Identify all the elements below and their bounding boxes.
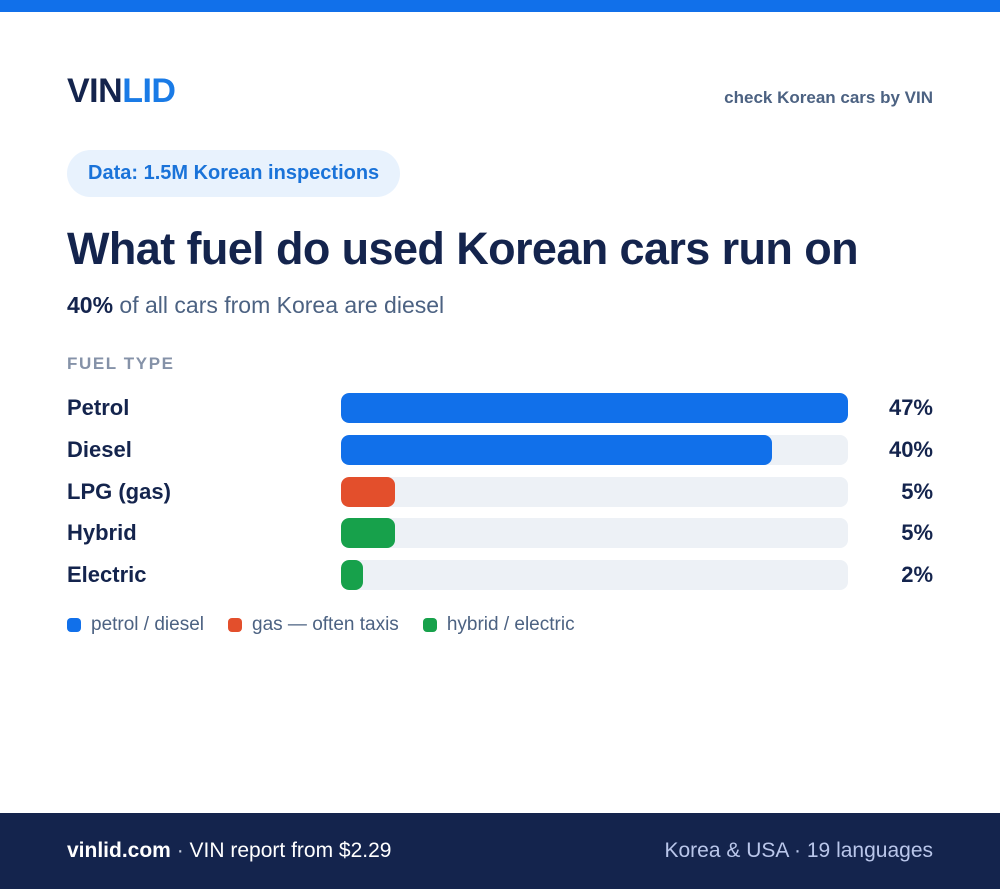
legend-item: gas — often taxis	[228, 613, 399, 637]
legend-label: gas — often taxis	[252, 614, 399, 635]
footer-bar: vinlid.com · VIN report from $2.29 Korea…	[0, 813, 1000, 889]
logo-text-vin: VIN	[67, 72, 123, 110]
category-label: LPG (gas)	[67, 478, 171, 504]
legend-label: petrol / diesel	[91, 614, 205, 635]
bar	[341, 393, 848, 423]
legend-swatch	[422, 618, 437, 632]
bar	[341, 476, 395, 507]
subtitle-highlight: 40%	[67, 292, 114, 318]
header-tagline: check Korean cars by VIN	[724, 88, 933, 107]
footer-domain-link[interactable]: vinlid.com	[67, 839, 171, 862]
footer-offer: VIN report from $2.29	[189, 839, 392, 862]
bar-track	[341, 518, 848, 549]
footer-left: vinlid.com · VIN report from $2.29	[67, 813, 391, 889]
value-label: 5%	[901, 478, 933, 504]
bar-row-0: Petrol 47%	[0, 393, 1000, 423]
logo-text-lid: LID	[122, 72, 176, 110]
bar	[341, 434, 772, 465]
value-label: 40%	[888, 436, 933, 462]
bar-track	[341, 434, 848, 465]
bar-row-3: Hybrid 5%	[0, 518, 1000, 549]
top-accent-strip	[0, 0, 1000, 12]
vinlid-logo[interactable]: VINLID	[67, 71, 176, 111]
legend-item: petrol / diesel	[67, 613, 204, 637]
bar-track	[341, 560, 848, 590]
legend-swatch	[67, 618, 81, 632]
data-source-badge: Data: 1.5M Korean inspections	[67, 150, 401, 197]
footer-coverage: Korea & USA · 19 languages	[664, 839, 933, 862]
page-subtitle: 40% of all cars from Korea are diesel	[67, 291, 444, 319]
legend-item: hybrid / electric	[422, 613, 575, 637]
category-label: Electric	[67, 562, 147, 587]
value-label: 2%	[901, 562, 933, 587]
category-label: Hybrid	[67, 520, 137, 546]
value-label: 47%	[888, 395, 933, 420]
footer-separator: ·	[170, 839, 190, 862]
bar-row-1: Diesel 40%	[0, 434, 1000, 465]
bar-track	[341, 393, 848, 423]
legend-swatch	[228, 618, 243, 632]
bar-row-4: Electric 2%	[0, 560, 1000, 590]
category-label: Diesel	[67, 436, 132, 462]
chart-legend: petrol / diesel gas — often taxis hybrid /…	[67, 613, 575, 637]
page-title: What fuel do used Korean cars run on	[67, 223, 859, 274]
bar-track	[341, 476, 848, 507]
bar	[341, 560, 363, 590]
fuel-type-axis-label: FUEL TYPE	[67, 354, 175, 373]
legend-label: hybrid / electric	[446, 614, 575, 635]
subtitle-text: of all cars from Korea are diesel	[113, 292, 445, 318]
value-label: 5%	[901, 520, 933, 546]
bar	[341, 518, 395, 549]
category-label: Petrol	[67, 395, 130, 420]
bar-row-2: LPG (gas) 5%	[0, 476, 1000, 507]
